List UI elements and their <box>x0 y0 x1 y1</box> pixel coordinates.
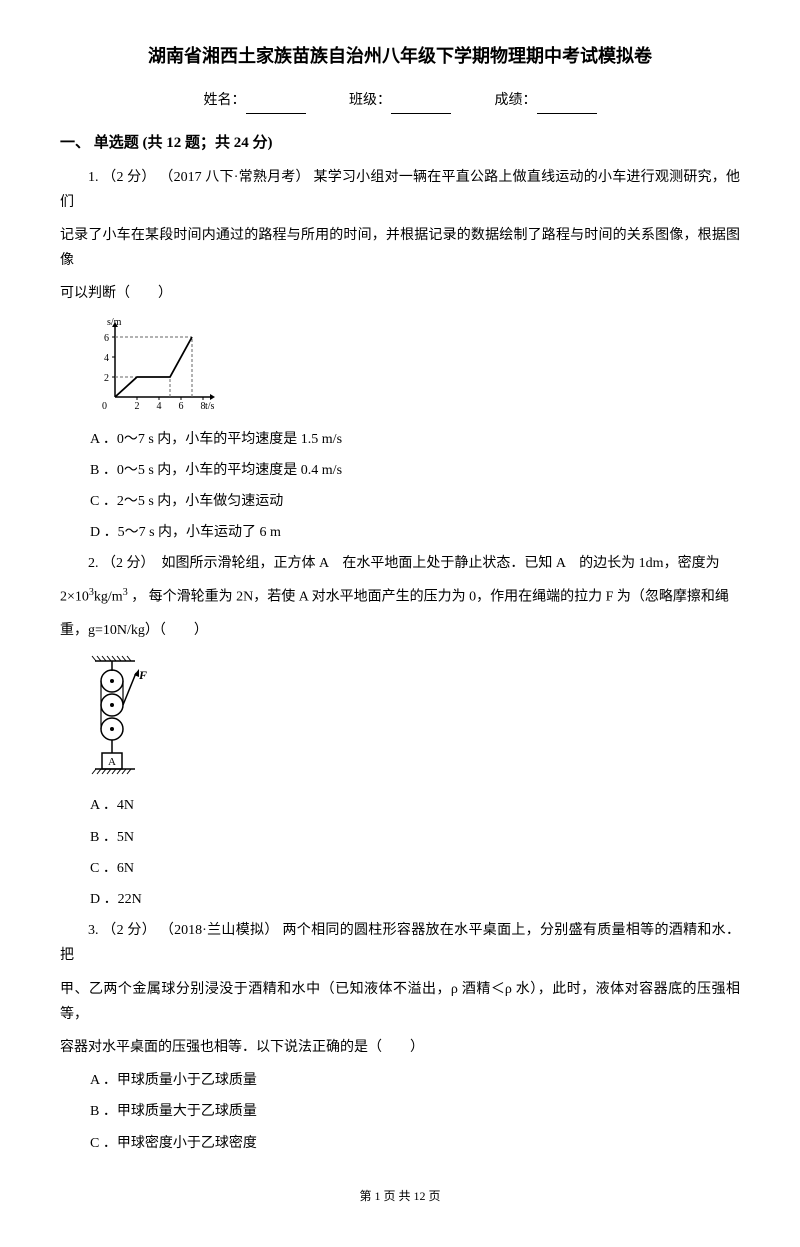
q1-option-b: B ．0～5 s 内，小车的平均速度是 0.4 m/s <box>90 458 740 483</box>
q1-option-c: C ．2～5 s 内，小车做匀速运动 <box>90 489 740 514</box>
q2-stem-c: 重，g=10N/kg）（ ） <box>60 618 740 643</box>
score-label: 成绩： <box>495 93 537 108</box>
q1-option-a: A ．0～7 s 内，小车的平均速度是 1.5 m/s <box>90 427 740 452</box>
svg-text:2: 2 <box>104 373 109 384</box>
svg-text:6: 6 <box>104 333 109 344</box>
q2-option-b: B ．5N <box>90 825 740 850</box>
q2-b-post: ， 每个滑轮重为 2N，若使 A 对水平地面产生的压力为 0，作用在绳端的拉力 … <box>128 590 729 605</box>
exam-title: 湖南省湘西土家族苗族自治州八年级下学期物理期中考试模拟卷 <box>60 40 740 72</box>
pulley-diagram: FA <box>90 653 150 783</box>
name-field: 姓名： <box>204 88 306 113</box>
svg-text:4: 4 <box>157 401 162 412</box>
svg-text:2: 2 <box>135 401 140 412</box>
score-field: 成绩： <box>495 88 597 113</box>
q2-b-unit: kg/m <box>94 590 123 605</box>
q1-stem-c: 可以判断（ ） <box>60 281 740 306</box>
q3-stem-b: 甲、乙两个金属球分别浸没于酒精和水中（已知液体不溢出，ρ 酒精＜ρ 水），此时，… <box>60 977 740 1027</box>
class-field: 班级： <box>349 88 451 113</box>
q1-stem-b: 记录了小车在某段时间内通过的路程与所用的时间，并根据记录的数据绘制了路程与时间的… <box>60 223 740 273</box>
q2-option-c: C ．6N <box>90 856 740 881</box>
svg-text:A: A <box>108 756 116 768</box>
name-label: 姓名： <box>204 93 246 108</box>
svg-text:6: 6 <box>179 401 184 412</box>
distance-time-chart: 2462468s/mt/s0 <box>90 317 220 417</box>
q2-b-pre: 2× <box>60 590 75 605</box>
q2-option-d: D ．22N <box>90 887 740 912</box>
page-footer: 第 1 页 共 12 页 <box>60 1186 740 1208</box>
q3-option-c: C ．甲球密度小于乙球密度 <box>90 1131 740 1156</box>
q3-option-a: A ．甲球质量小于乙球质量 <box>90 1068 740 1093</box>
svg-text:t/s: t/s <box>205 401 215 412</box>
score-blank[interactable] <box>537 98 597 114</box>
svg-text:F: F <box>138 668 147 682</box>
svg-text:s/m: s/m <box>107 317 122 328</box>
q2-stem-b: 2×103kg/m3 ， 每个滑轮重为 2N，若使 A 对水平地面产生的压力为 … <box>60 584 740 610</box>
q2-option-a: A ．4N <box>90 793 740 818</box>
q1-graph: 2462468s/mt/s0 <box>90 317 740 417</box>
q3-stem-a: 3. （2 分） （2018·兰山模拟） 两个相同的圆柱形容器放在水平桌面上，分… <box>60 918 740 968</box>
class-blank[interactable] <box>391 98 451 114</box>
svg-text:0: 0 <box>102 401 107 412</box>
q2-diagram: FA <box>90 653 740 783</box>
q1-option-d: D ．5～7 s 内，小车运动了 6 m <box>90 520 740 545</box>
info-row: 姓名： 班级： 成绩： <box>60 88 740 113</box>
class-label: 班级： <box>349 93 391 108</box>
svg-text:4: 4 <box>104 353 109 364</box>
q2-b-exp: 10 <box>75 590 89 605</box>
q2-stem-a: 2. （2 分） 如图所示滑轮组，正方体 A 在水平地面上处于静止状态．已知 A… <box>60 551 740 576</box>
q3-stem-c: 容器对水平桌面的压强也相等．以下说法正确的是（ ） <box>60 1035 740 1060</box>
name-blank[interactable] <box>246 98 306 114</box>
q3-option-b: B ．甲球质量大于乙球质量 <box>90 1099 740 1124</box>
q1-stem-a: 1. （2 分） （2017 八下·常熟月考） 某学习小组对一辆在平直公路上做直… <box>60 165 740 215</box>
section-header: 一、 单选题 (共 12 题；共 24 分) <box>60 130 740 157</box>
